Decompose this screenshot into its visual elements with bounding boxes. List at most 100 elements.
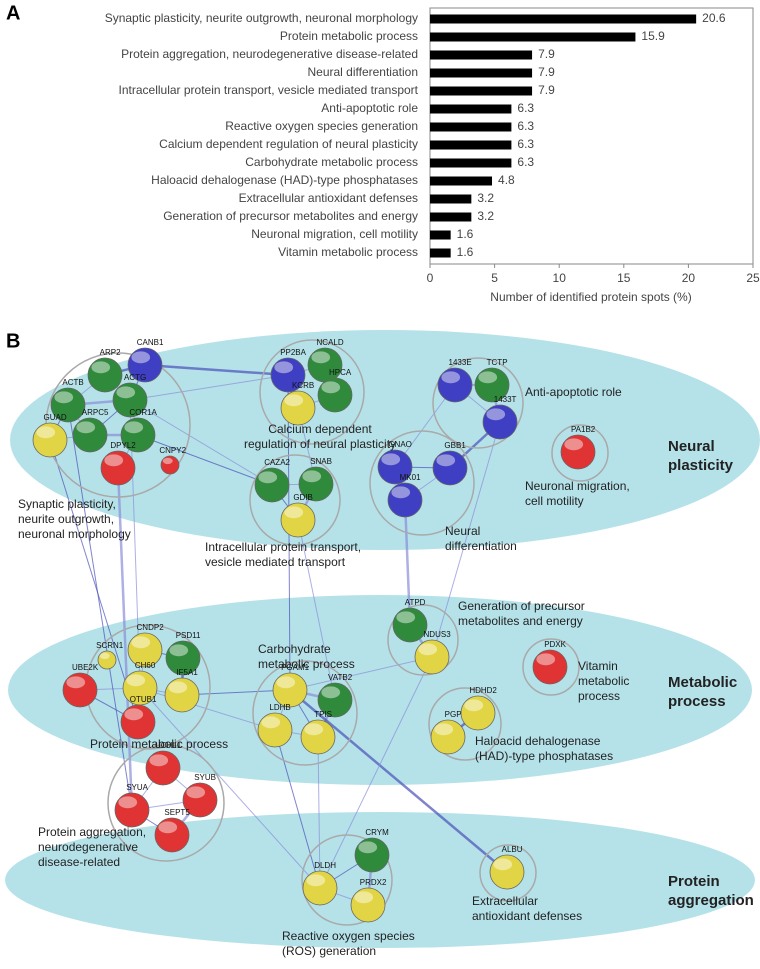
cluster-label: Protein metabolic process [90, 737, 228, 751]
node-label: GUAD [44, 413, 67, 422]
bar [430, 86, 533, 96]
cluster-label: neuronal morphology [18, 527, 131, 541]
node-label: IF5A1 [176, 668, 198, 677]
bar [430, 158, 512, 168]
node-label: PDXK [544, 640, 566, 649]
protein-node [482, 404, 518, 440]
cluster-label: Vitamin [578, 659, 618, 673]
node-highlight [124, 421, 144, 434]
cluster-label: Generation of precursor [458, 599, 585, 613]
node-highlight [274, 361, 294, 374]
node-label: CH60 [135, 661, 156, 670]
node-label: ALBU [502, 845, 523, 854]
node-label: MK01 [400, 473, 421, 482]
node-label: HPCA [329, 368, 352, 377]
node-highlight [104, 454, 124, 467]
group-label: Protein [668, 873, 720, 890]
cluster-label: regulation of neural plasticity [244, 437, 396, 451]
protein-node [127, 632, 163, 668]
bar [430, 194, 472, 204]
node-highlight [396, 611, 416, 624]
node-highlight [99, 652, 110, 660]
cluster-label: cell motility [525, 494, 584, 508]
edge [431, 421, 501, 658]
node-label: CRYM [365, 828, 389, 837]
node-label: ATPD [405, 598, 426, 607]
node-label: PGAM1 [281, 663, 310, 672]
node-highlight [354, 891, 374, 904]
y-tick-label: Anti-apoptotic role [321, 101, 418, 115]
value-label: 4.8 [498, 173, 515, 187]
protein-node [145, 750, 181, 786]
node-label: UCHL1 [155, 741, 182, 750]
edge [181, 689, 291, 696]
node-highlight [124, 708, 144, 721]
node-highlight [564, 438, 584, 451]
cluster-label: antioxidant defenses [472, 909, 582, 923]
node-label: GBB1 [444, 441, 466, 450]
node-highlight [131, 351, 151, 364]
value-label: 7.9 [538, 65, 555, 79]
protein-node [317, 682, 353, 718]
protein-node [87, 357, 123, 393]
protein-node [560, 434, 596, 470]
bar [430, 212, 472, 222]
bar [430, 14, 697, 24]
protein-node [437, 367, 473, 403]
node-highlight [536, 653, 556, 666]
node-highlight [116, 386, 136, 399]
node-highlight [66, 676, 86, 689]
node-label: GNAO [388, 440, 412, 449]
node-label: PRDX2 [360, 878, 387, 887]
node-label: NCALD [317, 338, 344, 347]
node-highlight [391, 486, 411, 499]
node-highlight [284, 394, 304, 407]
node-highlight [162, 457, 173, 465]
protein-node [354, 837, 390, 873]
cluster-ring [551, 424, 609, 482]
node-label: COR1A [129, 408, 157, 417]
protein-node [50, 387, 86, 423]
cluster-ring [301, 834, 393, 926]
bar [430, 140, 512, 150]
cluster-ring [369, 430, 475, 536]
protein-node [350, 887, 386, 923]
node-highlight [131, 636, 151, 649]
cluster-ring [432, 357, 524, 449]
protein-node [154, 817, 190, 853]
cluster-label: Synaptic plasticity, [18, 497, 116, 511]
y-tick-label: Intracellular protein transport, vesicle… [119, 83, 419, 97]
y-tick-label: Calcium dependent regulation of neural p… [159, 137, 418, 151]
protein-node [302, 870, 338, 906]
value-label: 6.3 [517, 119, 534, 133]
node-label: SYUB [194, 773, 216, 782]
protein-node [160, 455, 180, 475]
cluster-label: Neuronal migration, [525, 479, 630, 493]
protein-node [114, 792, 150, 828]
node-label: ACTG [124, 373, 146, 382]
group-ellipse [10, 330, 760, 550]
bar [430, 248, 451, 258]
node-label: PP2BA [280, 348, 306, 357]
node-highlight [434, 723, 454, 736]
bar [430, 122, 512, 132]
node-label: ARPC5 [82, 408, 109, 417]
node-label: LDHB [269, 703, 290, 712]
edge [139, 687, 321, 889]
value-label: 3.2 [477, 209, 494, 223]
node-label: CANB1 [137, 338, 164, 347]
y-tick-label: Reactive oxygen species generation [225, 119, 418, 133]
protein-node [414, 639, 450, 675]
x-tick-label: 5 [491, 271, 498, 285]
node-label: PA1B2 [571, 425, 596, 434]
cluster-label: disease-related [38, 855, 120, 869]
node-highlight [486, 408, 506, 421]
y-tick-label: Carbohydrate metabolic process [245, 155, 418, 169]
protein-node [430, 719, 466, 755]
node-highlight [302, 470, 322, 483]
protein-node [72, 417, 108, 453]
edge [317, 736, 321, 889]
protein-node [300, 719, 336, 755]
protein-node [377, 449, 413, 485]
node-label: NDUS3 [424, 630, 452, 639]
